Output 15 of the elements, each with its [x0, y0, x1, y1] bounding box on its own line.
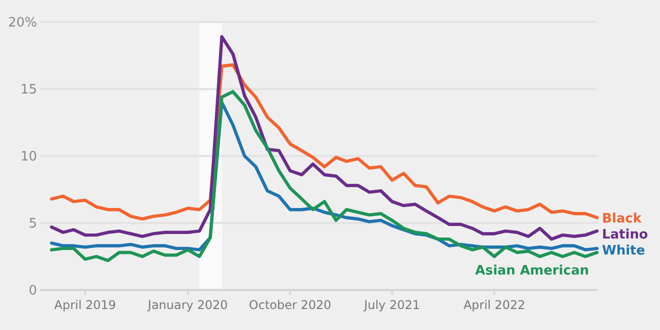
x-tick-label: October 2020	[248, 298, 332, 312]
y-tick-label: 0	[28, 284, 37, 299]
y-tick-label: 5	[28, 216, 37, 232]
x-tick-label: April 2022	[463, 298, 526, 312]
y-tick-label: 20%	[8, 16, 37, 31]
series-label: White	[602, 244, 646, 259]
y-tick-label: 10	[20, 150, 37, 165]
series-label: Asian American	[475, 264, 589, 279]
x-tick-label: April 2019	[54, 298, 116, 312]
series-label: Latino	[602, 228, 648, 243]
series-label: Black	[602, 212, 642, 227]
x-tick-label: July 2021	[363, 298, 420, 312]
y-tick-label: 15	[20, 82, 37, 98]
line-series	[50, 35, 599, 241]
x-tick-label: January 2020	[146, 298, 228, 312]
